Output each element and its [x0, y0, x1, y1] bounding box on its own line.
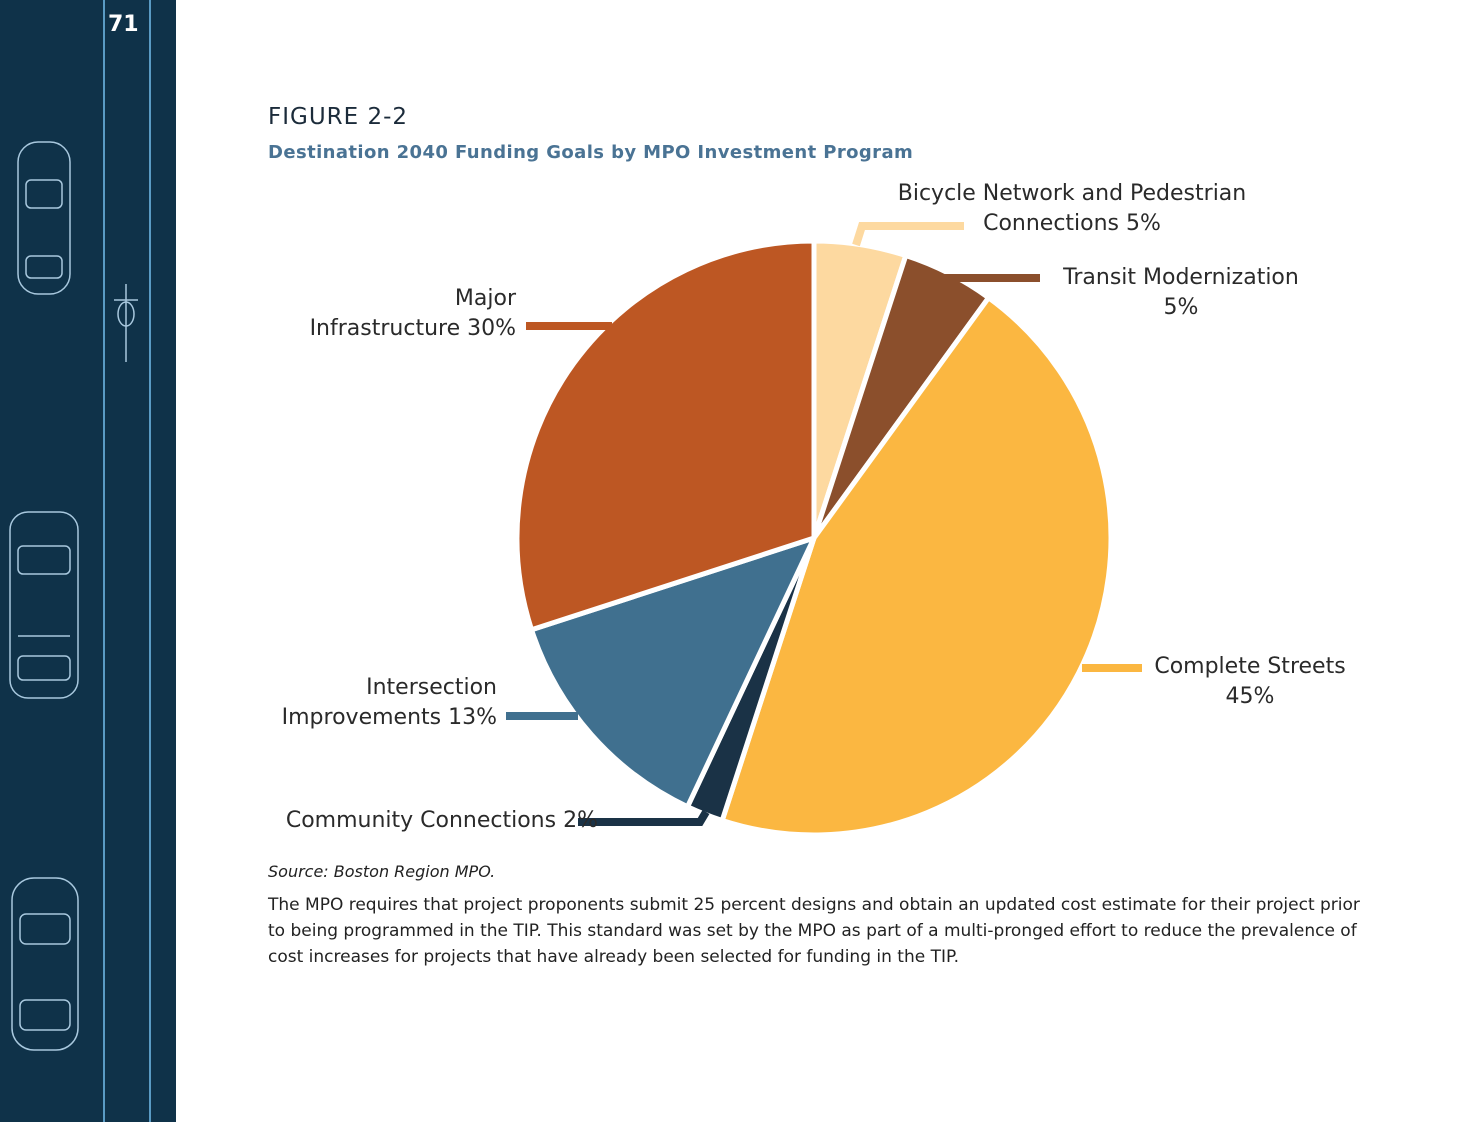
- slice-label-major-infrastructure: Major Infrastructure 30%: [310, 286, 517, 341]
- page-number: 71: [108, 12, 139, 37]
- sidebar-road-illustration: 71: [0, 0, 176, 1122]
- road-illustration: [9, 0, 151, 1122]
- slice-label-intersection-improvements: Intersection Improvements 13%: [282, 675, 497, 730]
- slice-label-bicycle-pedestrian: Bicycle Network and Pedestrian Connection…: [898, 181, 1246, 236]
- leader-line-community-connections: [578, 809, 710, 826]
- body-text: The MPO requires that project proponents…: [268, 895, 1360, 967]
- pie-slice-major-infrastructure: [514, 238, 817, 633]
- pie-slice-intersection-improvements: [529, 535, 817, 810]
- slice-label-transit-modernization: Transit Modernization 5%: [1062, 265, 1299, 320]
- bicycle-icon: [114, 284, 138, 362]
- pie-chart: Bicycle Network and Pedestrian Connection…: [281, 181, 1346, 838]
- slice-label-complete-streets: Complete Streets 45%: [1154, 654, 1345, 709]
- slice-label-community-connections: Community Connections 2%: [286, 808, 598, 833]
- figure-title: Destination 2040 Funding Goals by MPO In…: [268, 142, 914, 163]
- pie-slice-complete-streets: [719, 295, 1114, 838]
- figure-label: FIGURE 2-2: [268, 104, 409, 130]
- car-icon: [11, 877, 79, 1051]
- car-icon: [9, 511, 79, 699]
- car-icon: [17, 141, 71, 295]
- source-note: Source: Boston Region MPO.: [268, 862, 496, 881]
- leader-line-bicycle-pedestrian: [852, 222, 964, 247]
